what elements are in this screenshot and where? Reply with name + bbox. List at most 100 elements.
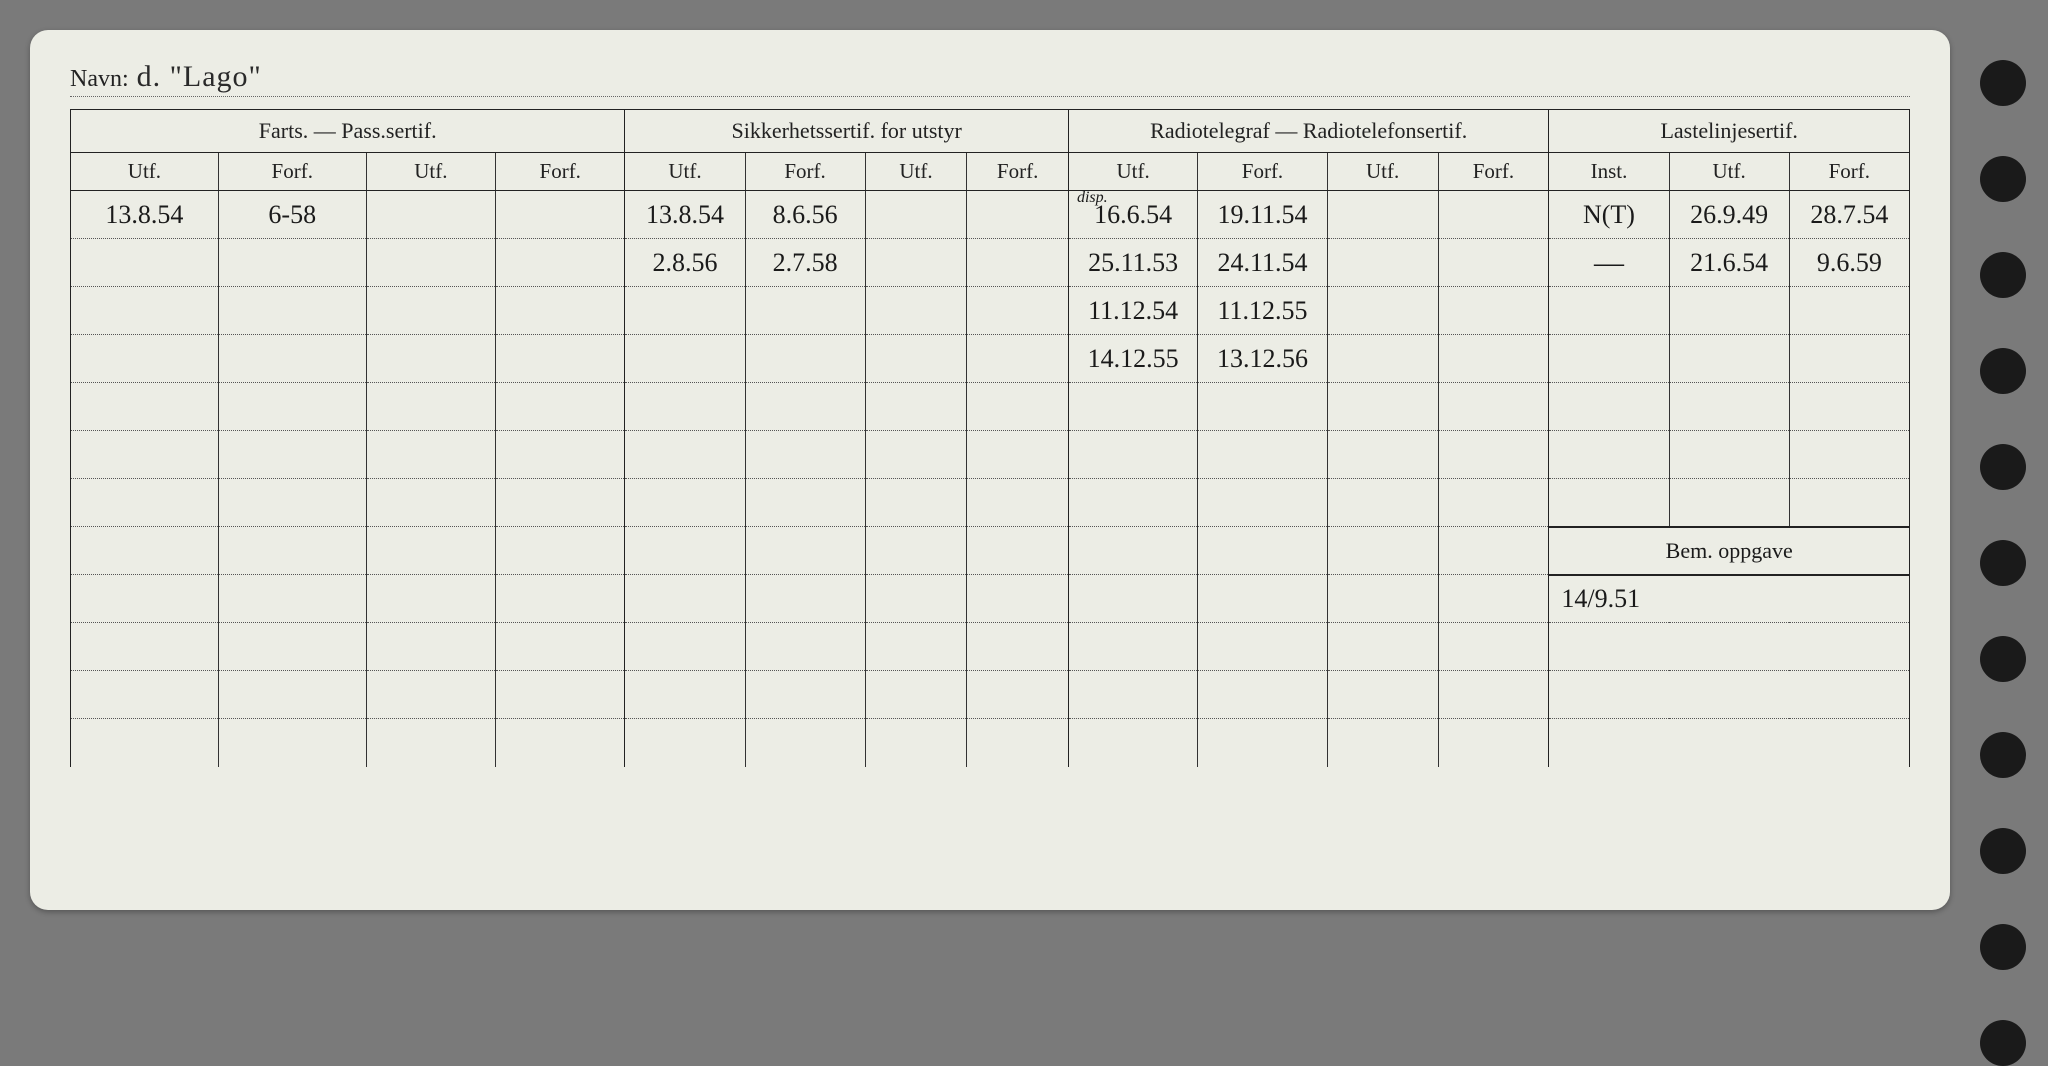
group-laste: Lastelinjesertif. (1549, 110, 1910, 153)
table-cell (366, 431, 495, 479)
table-cell (745, 479, 865, 527)
table-cell (745, 671, 865, 719)
table-cell (1327, 191, 1438, 239)
group-radio: Radiotelegraf — Radiotelefonsertif. (1068, 110, 1548, 153)
table-cell (745, 719, 865, 767)
col-header: Utf. (865, 153, 967, 191)
table-cell (1669, 287, 1789, 335)
table-cell (218, 479, 366, 527)
table-cell (366, 479, 495, 527)
table-cell (865, 527, 967, 575)
col-header: Forf. (1198, 153, 1327, 191)
table-cell (71, 431, 219, 479)
table-body: 13.8.546-5813.8.548.6.56disp.16.6.5419.1… (71, 191, 1910, 767)
table-cell (865, 623, 967, 671)
table-cell (1669, 335, 1789, 383)
table-cell (967, 287, 1069, 335)
table-cell (967, 191, 1069, 239)
table-cell (967, 335, 1069, 383)
table-cell (967, 239, 1069, 287)
table-cell (496, 479, 625, 527)
table-row (71, 431, 1910, 479)
table-cell (967, 575, 1069, 623)
col-header: Forf. (496, 153, 625, 191)
table-cell (865, 719, 967, 767)
table-cell (1438, 191, 1549, 239)
hole-icon (1980, 828, 2026, 874)
table-cell (625, 335, 745, 383)
hole-icon (1980, 444, 2026, 490)
table-cell (218, 575, 366, 623)
table-cell (745, 335, 865, 383)
table-cell (1327, 383, 1438, 431)
hole-icon (1980, 732, 2026, 778)
table-cell (967, 719, 1069, 767)
table-cell (1438, 383, 1549, 431)
col-header: Forf. (1789, 153, 1909, 191)
table-cell (1327, 431, 1438, 479)
col-header: Forf. (745, 153, 865, 191)
table-cell (625, 671, 745, 719)
table-row (71, 671, 1910, 719)
table-cell (366, 623, 495, 671)
table-cell: 6-58 (218, 191, 366, 239)
col-header: Utf. (366, 153, 495, 191)
table-cell (1789, 287, 1909, 335)
table-cell (1669, 431, 1789, 479)
table-cell (366, 335, 495, 383)
table-row (71, 719, 1910, 767)
table-cell (218, 719, 366, 767)
table-cell (1327, 527, 1438, 575)
table-cell (1327, 239, 1438, 287)
table-cell: 2.7.58 (745, 239, 865, 287)
table-cell (496, 671, 625, 719)
table-cell: 8.6.56 (745, 191, 865, 239)
table-cell (366, 527, 495, 575)
table-cell (1068, 479, 1197, 527)
table-cell (1438, 671, 1549, 719)
table-cell (496, 431, 625, 479)
table-cell: 28.7.54 (1789, 191, 1909, 239)
table-cell (1198, 479, 1327, 527)
table-cell (496, 335, 625, 383)
table-cell (1198, 671, 1327, 719)
table-row: 14/9.51 (71, 575, 1910, 623)
table-cell (745, 623, 865, 671)
col-header: Utf. (1669, 153, 1789, 191)
table-cell (71, 479, 219, 527)
table-cell (625, 623, 745, 671)
table-cell (865, 383, 967, 431)
table-cell (625, 431, 745, 479)
table-cell (865, 287, 967, 335)
table-cell (1068, 527, 1197, 575)
hole-icon (1980, 252, 2026, 298)
table-cell (967, 527, 1069, 575)
table-row: 13.8.546-5813.8.548.6.56disp.16.6.5419.1… (71, 191, 1910, 239)
table-cell (1438, 719, 1549, 767)
table-cell (218, 431, 366, 479)
table-cell (1438, 527, 1549, 575)
navn-label: Navn: (70, 66, 129, 93)
table-cell (625, 575, 745, 623)
table-cell (865, 191, 967, 239)
table-cell (1198, 575, 1327, 623)
table-cell (1549, 287, 1669, 335)
table-cell (1327, 479, 1438, 527)
group-farts: Farts. — Pass.sertif. (71, 110, 625, 153)
table-cell (71, 335, 219, 383)
table-cell (625, 383, 745, 431)
table-cell: 13.8.54 (625, 191, 745, 239)
table-row (71, 383, 1910, 431)
table-cell: 11.12.54 (1068, 287, 1197, 335)
col-header: Forf. (1438, 153, 1549, 191)
table-cell (218, 239, 366, 287)
certificate-table: Farts. — Pass.sertif. Sikkerhetssertif. … (70, 109, 1910, 767)
hole-icon (1980, 1020, 2026, 1066)
table-cell: 13.8.54 (71, 191, 219, 239)
table-cell (1327, 287, 1438, 335)
table-cell (967, 479, 1069, 527)
table-cell (1438, 239, 1549, 287)
table-cell (1068, 719, 1197, 767)
table-cell (1327, 719, 1438, 767)
table-cell (366, 719, 495, 767)
